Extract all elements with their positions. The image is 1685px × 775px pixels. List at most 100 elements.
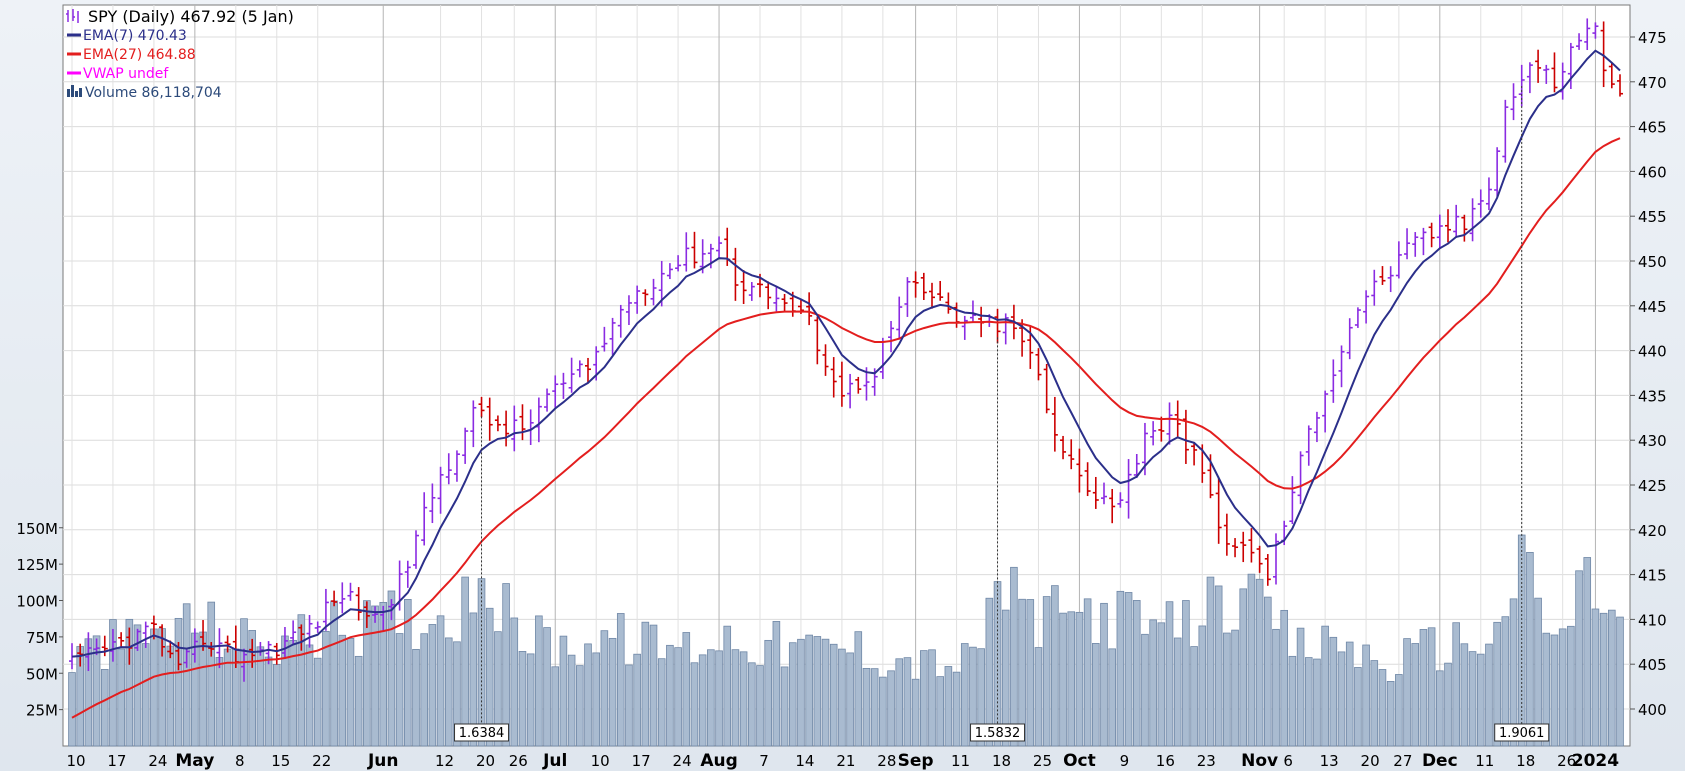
volume-bar: [1108, 648, 1116, 747]
volume-bar: [1206, 576, 1215, 747]
legend-ema7-text: EMA(7) 470.43: [83, 28, 187, 44]
volume-bar: [911, 678, 920, 747]
volume-bar: [1198, 625, 1207, 747]
date-tick-label: Dec: [1422, 751, 1458, 771]
volume-bar: [363, 600, 371, 747]
date-tick-label: 23: [1197, 752, 1216, 770]
volume-bar: [584, 643, 592, 747]
volume-bar: [1272, 628, 1280, 747]
ema27-line: [71, 137, 1621, 719]
date-tick-label: Sep: [898, 751, 934, 771]
volume-bar: [1313, 658, 1321, 747]
volume-bar: [1264, 596, 1272, 747]
volume-bar: [1599, 612, 1608, 747]
volume-bar: [879, 676, 887, 747]
volume-bar: [1214, 585, 1223, 747]
price-tick-label: 400: [1638, 701, 1667, 719]
volume-bar: [748, 662, 756, 747]
volume-bar: [625, 664, 633, 747]
volume-bar: [526, 653, 535, 747]
annotation-lines: 1.6384 1.5832 1.9061: [454, 85, 1550, 742]
volume-bar: [1059, 612, 1067, 747]
volume-bar: [1280, 609, 1288, 747]
date-tick-label: 24: [673, 752, 692, 770]
volume-bar: [1042, 596, 1051, 747]
volume-bar: [862, 667, 871, 747]
volume-tick-label: 50M: [26, 665, 58, 683]
date-tick-label: 8: [235, 752, 245, 770]
annotation-box: [454, 723, 510, 742]
volume-bar: [1558, 628, 1567, 747]
volume-bar: [412, 648, 420, 747]
volume-bar: [1354, 667, 1362, 747]
annotation-label: 1.5832: [970, 723, 1026, 742]
volume-bar: [1616, 616, 1624, 747]
volume-bar: [1493, 621, 1501, 747]
volume-bar: [272, 664, 281, 747]
volume-bar: [715, 650, 723, 747]
volume-bar: [1124, 592, 1133, 747]
volume-bar: [1591, 608, 1600, 747]
date-tick-label: 17: [632, 752, 651, 770]
volume-bar: [420, 633, 428, 747]
grid: [63, 5, 1630, 746]
volume-bar: [379, 601, 388, 747]
volume-bar: [838, 648, 846, 747]
volume-icon: [67, 85, 82, 97]
volume-bar: [1231, 629, 1239, 747]
annotation-text: 1.6384: [459, 726, 505, 741]
volume-bar: [723, 625, 732, 747]
volume-bar: [1247, 573, 1256, 747]
volume-bar: [641, 621, 650, 747]
volume-bar: [1444, 662, 1452, 747]
legend-ema7: EMA(7) 470.43: [67, 28, 187, 44]
volume-bar: [1083, 598, 1092, 747]
volume-bar: [960, 643, 969, 747]
volume-bar: [469, 612, 478, 747]
volume-bar: [1067, 611, 1076, 747]
date-tick-label: 12: [435, 752, 454, 770]
volume-bar: [592, 652, 600, 747]
date-tick-label: Jun: [367, 751, 399, 771]
volume-bar: [608, 637, 617, 747]
volume-bar: [395, 633, 404, 747]
annotation-box: [1494, 723, 1550, 742]
price-tick-label: 410: [1638, 611, 1667, 629]
date-tick-label: Jul: [542, 751, 567, 771]
date-tick-label: Oct: [1063, 751, 1096, 771]
volume-bar: [1460, 643, 1469, 747]
volume-bar: [682, 632, 691, 747]
volume-bar: [92, 635, 101, 747]
volume-bar: [887, 670, 895, 747]
date-tick-label: 16: [1156, 752, 1175, 770]
volume-bar: [1501, 616, 1510, 747]
volume-bar: [1026, 599, 1035, 747]
date-axis: 10 17 24 May 8 15 22 Jun 12 20 26 Jul 10 17 24 Aug 7 14 21…: [66, 751, 1619, 771]
date-tick-label: 20: [1361, 752, 1380, 770]
legend-volume: Volume 86,118,704: [67, 85, 222, 101]
date-tick-label: 2024: [1572, 751, 1619, 771]
date-tick-label: Aug: [700, 751, 737, 771]
date-tick-label: 18: [992, 752, 1011, 770]
annotation-text: 1.5832: [975, 726, 1021, 741]
volume-bar: [166, 645, 175, 747]
volume-bar: [1296, 627, 1305, 747]
volume-bar: [707, 649, 715, 747]
volume-bar: [1337, 651, 1346, 747]
volume-bar: [264, 656, 273, 747]
price-tick-label: 420: [1638, 522, 1667, 540]
volume-bar: [182, 603, 191, 747]
volume-bar: [690, 662, 699, 747]
volume-bar: [1165, 601, 1174, 747]
legend-volume-text: Volume 86,118,704: [85, 85, 222, 101]
volume-bar: [928, 649, 936, 747]
volume-bar: [510, 617, 519, 747]
volume-bar: [903, 657, 912, 747]
volume-bar: [698, 654, 707, 747]
price-tick-label: 445: [1638, 298, 1667, 316]
volume-tick-label: 75M: [26, 629, 58, 647]
volume-bar: [1018, 598, 1026, 747]
date-tick-label: 28: [877, 752, 896, 770]
annotation-label: 1.9061: [1494, 723, 1550, 742]
